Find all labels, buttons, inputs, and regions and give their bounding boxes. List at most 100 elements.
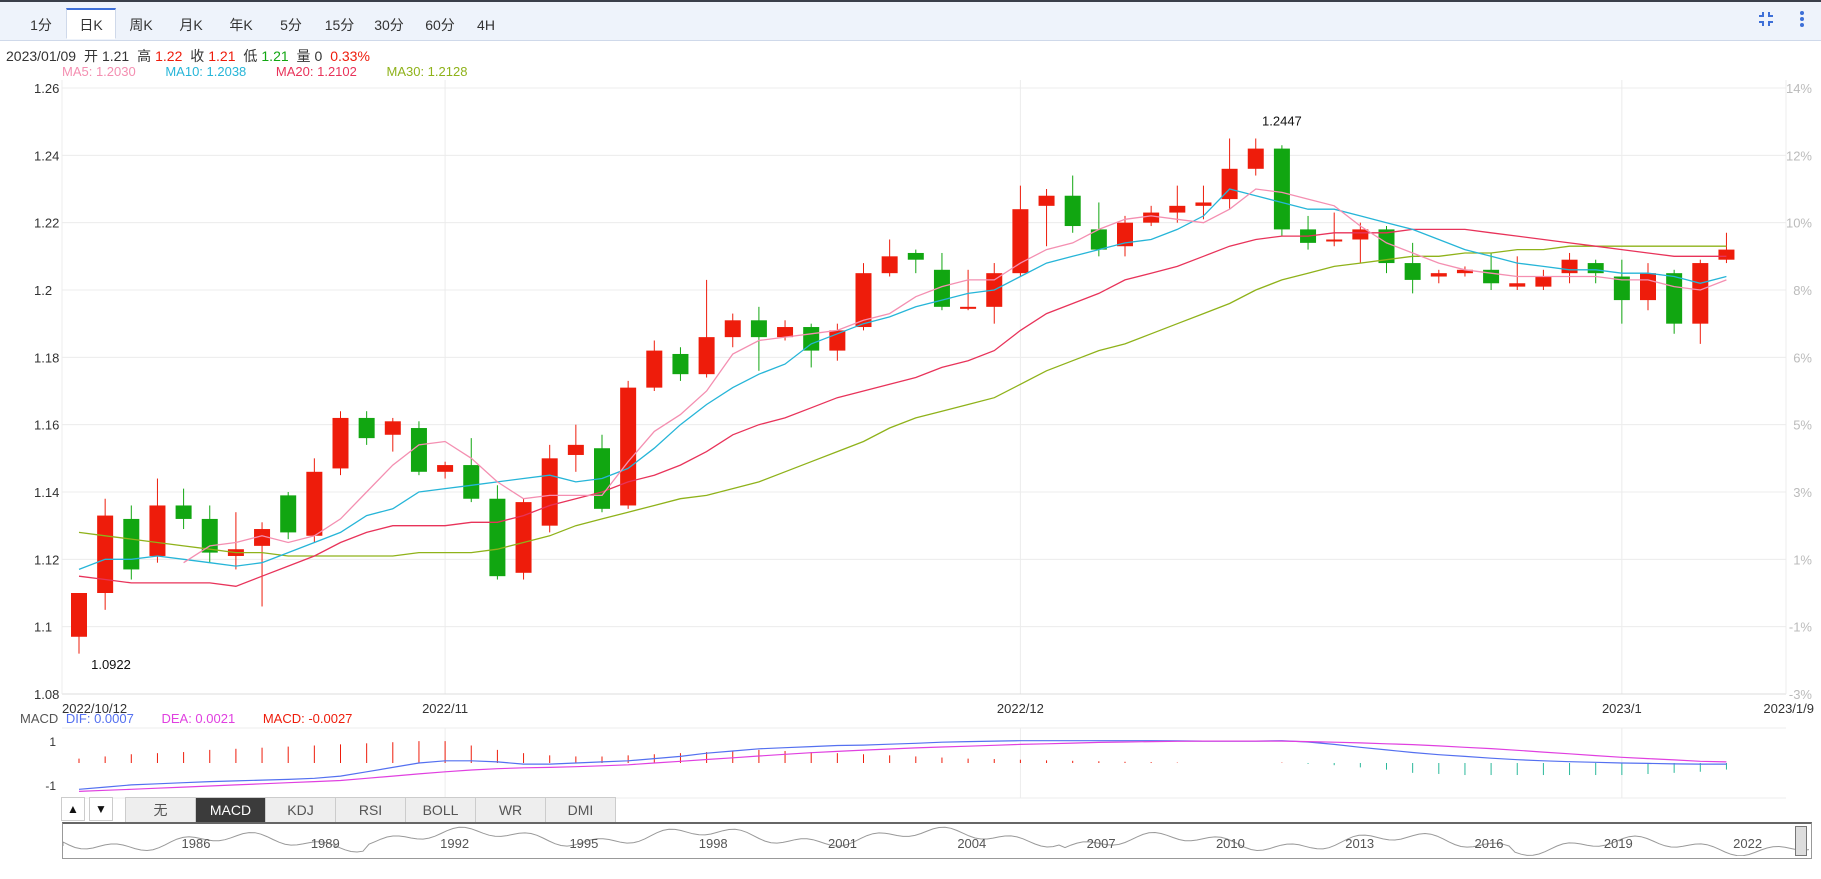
candle-body xyxy=(698,337,715,375)
info-open-label: 开 xyxy=(83,48,98,64)
macd-dea-line xyxy=(78,740,1727,792)
x-tick-label: 2023/1 xyxy=(1602,701,1642,716)
tab-2[interactable]: 周K xyxy=(129,17,153,33)
candle-body xyxy=(1064,195,1081,227)
overview-year-label: 2004 xyxy=(957,836,986,851)
candle-body xyxy=(515,502,532,573)
candle-body xyxy=(410,428,427,472)
info-low-label: 低 xyxy=(243,48,258,64)
y-tick-label: 1.24 xyxy=(34,148,59,163)
min-price-label: 1.0922 xyxy=(91,657,131,672)
y-tick-label: 1.14 xyxy=(34,485,59,500)
overview-year-label: 2019 xyxy=(1604,836,1633,851)
tab-4[interactable]: 年K xyxy=(229,17,253,33)
candle-body xyxy=(149,505,166,556)
candle-body xyxy=(1587,263,1604,274)
ma5-line xyxy=(183,188,1727,564)
right-tick-label: 1% xyxy=(1793,552,1812,567)
y-tick-label: 1.16 xyxy=(34,418,59,433)
right-tick-label: 3% xyxy=(1793,485,1812,500)
candle-body xyxy=(1666,273,1683,324)
y-tick-label: 1.1 xyxy=(34,620,52,635)
candle-body xyxy=(1169,205,1186,213)
candle-body xyxy=(1430,273,1447,277)
overview-navigator[interactable]: 1986 1989 1992 1995 1998 2001 2004 2007 2010 2013… xyxy=(62,822,1812,859)
indicator-tab-macd[interactable]: MACD xyxy=(196,798,266,822)
candle-body xyxy=(803,327,820,351)
candle-body xyxy=(1221,168,1238,200)
candle-body xyxy=(620,387,637,506)
candle-body xyxy=(254,529,271,546)
macd-name: MACD xyxy=(20,711,59,726)
candle-body xyxy=(71,593,87,637)
info-date: 2023/01/09 xyxy=(6,48,77,64)
candle-body xyxy=(489,498,506,577)
more-vertical-icon[interactable] xyxy=(1791,10,1813,32)
candle-body xyxy=(1456,269,1473,274)
overview-line xyxy=(63,826,1810,856)
tab-1[interactable]: 日K xyxy=(66,8,116,39)
overview-year-label: 2001 xyxy=(828,836,857,851)
info-low: 1.21 xyxy=(261,48,289,64)
ma30-line xyxy=(78,245,1727,557)
tab-8[interactable]: 60分 xyxy=(425,17,455,33)
candle-body xyxy=(724,320,741,338)
y-tick-label: 1.26 xyxy=(34,81,59,96)
max-price-label: 1.2447 xyxy=(1262,114,1302,129)
indicator-tab-rsi[interactable]: RSI xyxy=(336,798,406,822)
indicator-tab-kdj[interactable]: KDJ xyxy=(266,798,336,822)
overview-year-label: 1986 xyxy=(182,836,211,851)
info-high: 1.22 xyxy=(155,48,183,64)
right-tick-label: -1% xyxy=(1789,620,1813,635)
candle-body xyxy=(1640,273,1656,301)
overview-year-label: 2007 xyxy=(1087,836,1116,851)
info-change: 0.33% xyxy=(330,48,370,64)
indicator-tab-boll[interactable]: BOLL xyxy=(406,798,476,822)
top-border xyxy=(0,0,1821,2)
candle-body xyxy=(332,417,349,469)
candle-body xyxy=(358,417,375,439)
candle-body xyxy=(1090,229,1107,250)
candle-body xyxy=(907,252,924,260)
candlestick-chart[interactable]: 1.26 14% 1.24 12% 1.22 10% 1.2 8% 1.18 6% 1.16 5% 1.… xyxy=(0,0,1821,800)
candle-body xyxy=(1561,259,1578,274)
indicator-up-button[interactable]: ▲ xyxy=(61,797,85,821)
tab-6[interactable]: 15分 xyxy=(324,17,355,33)
indicator-tab-dmi[interactable]: DMI xyxy=(567,802,594,818)
indicator-tab-无[interactable]: 无 xyxy=(126,798,196,822)
overview-range-handle[interactable] xyxy=(1795,826,1807,856)
candle-body xyxy=(1352,229,1369,240)
candle-body xyxy=(1012,209,1029,274)
x-tick-label: 2022/10/12 xyxy=(62,701,127,716)
overview-year-label: 1992 xyxy=(440,836,469,851)
candle-body xyxy=(646,350,663,388)
candle-body xyxy=(855,273,872,328)
ma30-legend: MA30: 1.2128 xyxy=(386,64,468,79)
info-close-label: 收 xyxy=(190,48,205,64)
tab-9[interactable]: 4H xyxy=(477,17,495,33)
candle-body xyxy=(672,353,689,375)
tab-7[interactable]: 30分 xyxy=(374,17,404,33)
tab-0[interactable]: 1分 xyxy=(30,17,52,33)
candle-body xyxy=(960,306,977,309)
candle-body xyxy=(306,471,323,536)
info-close: 1.21 xyxy=(208,48,236,64)
candle-body xyxy=(1326,239,1343,242)
collapse-icon[interactable] xyxy=(1755,10,1777,32)
candle-body xyxy=(1509,283,1526,287)
right-tick-label: 5% xyxy=(1793,418,1812,433)
tab-3[interactable]: 月K xyxy=(179,17,203,33)
overview-year-label: 2013 xyxy=(1345,836,1374,851)
candle-body xyxy=(1535,276,1552,287)
candle-body xyxy=(175,505,192,519)
indicator-down-button[interactable]: ▼ xyxy=(89,797,113,821)
candle-body xyxy=(1692,263,1709,324)
right-tick-label: 14% xyxy=(1786,81,1812,96)
tab-5[interactable]: 5分 xyxy=(280,17,302,33)
overview-year-label: 1998 xyxy=(699,836,728,851)
indicator-tab-wr[interactable]: WR xyxy=(476,798,546,822)
candle-body xyxy=(1613,276,1630,301)
macd-tick-label: -1 xyxy=(45,779,56,793)
macd-legend: MACD DIF: 0.0007 DEA: 0.0021 MACD: -0.00… xyxy=(20,711,376,726)
